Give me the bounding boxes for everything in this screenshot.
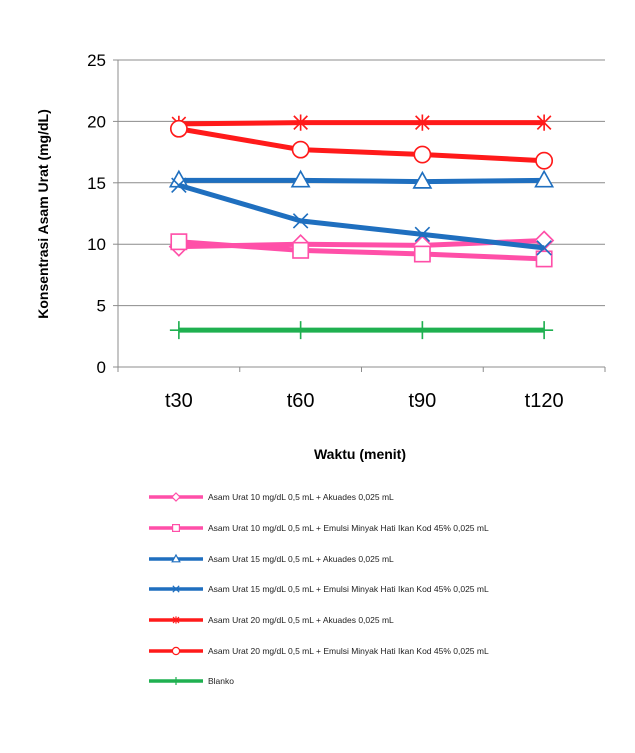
data-point bbox=[171, 492, 181, 503]
data-point bbox=[172, 677, 180, 686]
legend-item: Asam Urat 10 mg/dL 0,5 mL + Akuades 0,02… bbox=[148, 482, 628, 513]
y-tick-label: 15 bbox=[87, 174, 106, 193]
data-point bbox=[415, 114, 430, 131]
x-tick-label: t30 bbox=[165, 390, 193, 412]
legend-item: Asam Urat 15 mg/dL 0,5 mL + Akuades 0,02… bbox=[148, 543, 628, 574]
data-point bbox=[169, 119, 188, 138]
data-point bbox=[293, 114, 308, 131]
data-point bbox=[535, 250, 553, 268]
legend-item: Asam Urat 10 mg/dL 0,5 mL + Emulsi Minya… bbox=[148, 513, 628, 544]
legend-label: Asam Urat 10 mg/dL 0,5 mL + Emulsi Minya… bbox=[208, 523, 489, 534]
series-4 bbox=[171, 114, 552, 132]
series-3 bbox=[171, 177, 552, 256]
data-point bbox=[412, 170, 433, 189]
data-point bbox=[172, 524, 181, 533]
y-tick-label: 25 bbox=[87, 51, 106, 70]
x-tick-label: t120 bbox=[525, 390, 564, 412]
data-point bbox=[413, 145, 432, 164]
y-tick-label: 5 bbox=[97, 297, 106, 316]
data-point bbox=[536, 240, 552, 256]
x-tick-labels: t30 t60 t90 t120 bbox=[165, 390, 564, 412]
data-point bbox=[414, 226, 431, 243]
data-point bbox=[290, 169, 311, 188]
legend-swatch bbox=[149, 524, 203, 533]
legend-label: Asam Urat 20 mg/dL 0,5 mL + Emulsi Minya… bbox=[208, 645, 489, 656]
legend-label: Asam Urat 10 mg/dL 0,5 mL + Akuades 0,02… bbox=[208, 492, 394, 503]
data-point bbox=[169, 321, 188, 340]
legend-label: Blanko bbox=[208, 676, 234, 687]
series-6 bbox=[169, 321, 554, 340]
data-point bbox=[171, 553, 181, 563]
line-chart: 0 5 10 15 20 25 t30 t60 t90 t120 Konsentrasi Asa… bbox=[35, 51, 606, 462]
legend-label: Asam Urat 15 mg/dL 0,5 mL + Emulsi Minya… bbox=[208, 584, 489, 595]
legend-item: Blanko bbox=[148, 666, 628, 697]
data-point bbox=[291, 321, 310, 340]
legend-swatch bbox=[149, 616, 203, 624]
data-point bbox=[171, 177, 187, 194]
legend: Asam Urat 10 mg/dL 0,5 mL + Akuades 0,02… bbox=[148, 482, 628, 697]
series-5 bbox=[169, 119, 554, 170]
data-point bbox=[534, 169, 555, 188]
x-tick-label: t90 bbox=[408, 390, 436, 412]
series-1 bbox=[170, 233, 553, 268]
y-tick-label: 20 bbox=[87, 112, 106, 131]
data-point bbox=[172, 585, 180, 594]
axes bbox=[113, 59, 606, 372]
data-point bbox=[172, 616, 180, 624]
legend-swatch bbox=[149, 585, 203, 594]
data-point bbox=[413, 245, 431, 263]
legend-swatch bbox=[149, 553, 203, 563]
data-point bbox=[291, 140, 310, 159]
y-tick-labels: 0 5 10 15 20 25 bbox=[87, 51, 106, 377]
y-tick-label: 0 bbox=[97, 358, 106, 377]
x-axis-label: Waktu (menit) bbox=[314, 446, 406, 462]
data-point bbox=[170, 233, 188, 251]
legend-swatch bbox=[149, 646, 203, 655]
legend-item: Asam Urat 20 mg/dL 0,5 mL + Emulsi Minya… bbox=[148, 635, 628, 666]
data-point bbox=[535, 321, 554, 340]
data-point bbox=[171, 646, 181, 655]
legend-label: Asam Urat 15 mg/dL 0,5 mL + Akuades 0,02… bbox=[208, 553, 394, 564]
series-line bbox=[178, 120, 545, 127]
series-line bbox=[178, 182, 545, 251]
legend-item: Asam Urat 15 mg/dL 0,5 mL + Emulsi Minya… bbox=[148, 574, 628, 605]
data-point bbox=[535, 151, 554, 170]
legend-swatch bbox=[149, 492, 203, 503]
data-point bbox=[536, 114, 552, 131]
series-line bbox=[178, 177, 545, 185]
y-tick-label: 10 bbox=[87, 235, 106, 254]
data-point bbox=[292, 241, 310, 259]
data-point bbox=[292, 213, 309, 229]
legend-swatch bbox=[149, 677, 203, 686]
y-axis-label: Konsentrasi Asam Urat (mg/dL) bbox=[35, 109, 51, 319]
series-line bbox=[178, 126, 545, 164]
x-tick-label: t60 bbox=[287, 390, 315, 412]
series-2 bbox=[168, 169, 555, 189]
data-point bbox=[413, 321, 432, 340]
series-line bbox=[178, 239, 545, 262]
legend-item: Asam Urat 20 mg/dL 0,5 mL + Akuades 0,02… bbox=[148, 605, 628, 636]
legend-label: Asam Urat 20 mg/dL 0,5 mL + Akuades 0,02… bbox=[208, 615, 394, 626]
data-series bbox=[168, 114, 555, 340]
